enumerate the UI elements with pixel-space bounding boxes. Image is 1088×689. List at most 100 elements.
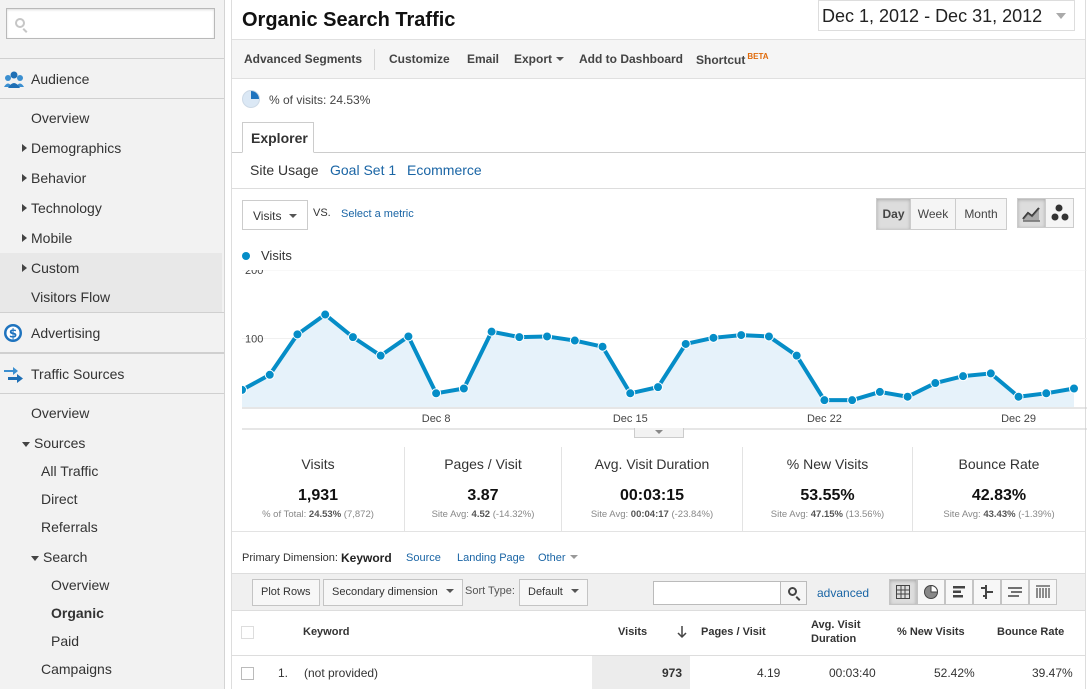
tab-explorer[interactable]: Explorer — [242, 122, 314, 153]
period-week-button[interactable]: Week — [910, 198, 956, 230]
sidebar-item-direct[interactable]: Direct — [0, 484, 222, 514]
export-button[interactable]: Export — [514, 52, 565, 66]
scorecard-new-visits[interactable]: % New Visits 53.55% Site Avg: 47.15% (13… — [743, 447, 913, 532]
view-data-table-button[interactable] — [889, 579, 917, 605]
search-icon — [788, 587, 797, 596]
x-tick-label: Dec 29 — [1001, 413, 1036, 425]
metric-selector[interactable]: Visits — [242, 200, 308, 230]
column-header-new-visits[interactable]: % New Visits — [897, 626, 965, 638]
series-legend-dot — [242, 252, 250, 260]
item-label: All Traffic — [41, 463, 99, 479]
table-header: Keyword Visits Pages / Visit Avg. Visit … — [232, 611, 1085, 656]
visits-chart[interactable]: 200 100 Dec 8 Dec 15 Dec 22 Dec 29 — [242, 270, 1087, 430]
data-point — [1013, 391, 1024, 402]
sidebar-item-sources[interactable]: Sources — [0, 428, 222, 458]
sidebar-item-all-traffic[interactable]: All Traffic — [0, 456, 222, 486]
period-day-button[interactable]: Day — [876, 198, 911, 230]
scorecard-bounce-rate[interactable]: Bounce Rate 42.83% Site Avg: 43.43% (-1.… — [913, 447, 1085, 532]
row-index: 1. — [278, 666, 289, 680]
sub-value: 4.52 — [471, 509, 491, 520]
view-term-cloud-button[interactable] — [1001, 579, 1029, 605]
select-all-checkbox[interactable] — [241, 626, 254, 639]
sidebar-item-demographics[interactable]: Demographics — [0, 133, 222, 163]
sidebar-item-referrals[interactable]: Referrals — [0, 512, 222, 542]
column-header-bounce-rate[interactable]: Bounce Rate — [997, 626, 1065, 638]
keyword-link[interactable]: (not provided) — [304, 666, 379, 680]
advanced-filter-link[interactable]: advanced — [817, 586, 870, 600]
customize-button[interactable]: Customize — [389, 52, 450, 66]
column-header-pages-visit[interactable]: Pages / Visit — [701, 626, 766, 638]
sidebar-section-audience[interactable]: Audience — [0, 58, 224, 99]
sidebar-item-technology[interactable]: Technology — [0, 193, 222, 223]
item-label: Direct — [41, 491, 78, 507]
sidebar-item-overview[interactable]: Overview — [0, 103, 222, 133]
scorecard-visits[interactable]: Visits 1,931 % of Total: 24.53% (7,872) — [232, 447, 405, 532]
line-chart-button[interactable] — [1017, 198, 1046, 228]
add-to-dashboard-button[interactable]: Add to Dashboard — [579, 52, 683, 66]
scorecard-name: % New Visits — [786, 456, 869, 472]
dimension-other[interactable]: Other — [538, 552, 578, 564]
sub-value: 24.53% — [308, 509, 342, 520]
scorecard-divider — [232, 531, 1085, 532]
chart-resize-handle[interactable] — [634, 428, 684, 438]
email-button[interactable]: Email — [467, 52, 500, 66]
view-performance-button[interactable] — [945, 579, 973, 605]
plot-rows-button[interactable]: Plot Rows — [252, 579, 320, 606]
sidebar-item-behavior[interactable]: Behavior — [0, 163, 222, 193]
item-label: Visitors Flow — [31, 289, 111, 305]
chevron-down-icon — [570, 589, 579, 593]
chevron-down-icon — [1056, 13, 1066, 19]
sidebar-item-visitors-flow[interactable]: Visitors Flow — [0, 282, 222, 312]
row-checkbox[interactable] — [241, 667, 254, 680]
table-search-button[interactable] — [780, 581, 807, 605]
column-header-keyword[interactable]: Keyword — [303, 626, 350, 638]
scorecard-value: 00:03:15 — [619, 487, 685, 504]
motion-chart-button[interactable] — [1045, 198, 1074, 228]
dollar-icon: $ — [4, 324, 22, 342]
scorecard-pages-visit[interactable]: Pages / Visit 3.87 Site Avg: 4.52 (-14.3… — [405, 447, 562, 532]
dimension-keyword[interactable]: Keyword — [341, 551, 392, 565]
area-fill — [242, 314, 1074, 407]
view-pivot-button[interactable] — [1029, 579, 1057, 605]
sidebar-item-campaigns[interactable]: Campaigns — [0, 654, 222, 684]
sidebar-item-custom[interactable]: Custom — [0, 253, 222, 283]
sub-value: 43.43% — [983, 509, 1016, 520]
period-month-button[interactable]: Month — [955, 198, 1007, 230]
sidebar-item-search[interactable]: Search — [0, 542, 222, 572]
view-pie-button[interactable] — [917, 579, 945, 605]
select-metric-link[interactable]: Select a metric — [341, 208, 414, 220]
sidebar-item-paid[interactable]: Paid — [0, 626, 222, 656]
line-chart-icon — [1022, 207, 1040, 222]
sidebar-item-mobile[interactable]: Mobile — [0, 223, 222, 253]
sidebar-item-search-overview[interactable]: Overview — [0, 570, 222, 600]
item-label: Referrals — [41, 519, 98, 535]
view-comparison-button[interactable] — [973, 579, 1001, 605]
chevron-down-icon — [445, 589, 454, 593]
column-header-avg-visit[interactable]: Avg. Visit — [811, 619, 861, 631]
dimension-landing-page[interactable]: Landing Page — [457, 552, 525, 564]
dimension-source[interactable]: Source — [406, 552, 441, 564]
metric-label: Visits — [253, 209, 282, 223]
scorecard-avg-duration[interactable]: Avg. Visit Duration 00:03:15 Site Avg: 0… — [562, 447, 743, 532]
column-header-duration[interactable]: Duration — [811, 633, 857, 645]
item-label: Search — [43, 549, 88, 565]
scorecard-sub: % of Total: 24.53% (7,872) — [232, 509, 404, 520]
sidebar-section-traffic-sources[interactable]: Traffic Sources — [0, 353, 224, 394]
advanced-segments-button[interactable]: Advanced Segments — [244, 52, 363, 66]
date-range-picker[interactable]: Dec 1, 2012 - Dec 31, 2012 — [818, 0, 1075, 31]
secondary-dimension-dropdown[interactable]: Secondary dimension — [323, 579, 463, 606]
scorecard-name: Pages / Visit — [444, 456, 522, 472]
data-point — [458, 383, 469, 394]
data-point — [1041, 388, 1052, 399]
other-label: Other — [538, 552, 566, 564]
subtab-site-usage[interactable]: Site Usage — [250, 162, 319, 178]
sidebar-item-overview[interactable]: Overview — [0, 398, 222, 428]
sidebar-item-organic[interactable]: Organic — [0, 598, 222, 628]
subtab-goal-set[interactable]: Goal Set 1 — [330, 162, 397, 178]
shortcut-button[interactable]: Shortcut BETA — [696, 52, 769, 67]
column-header-visits[interactable]: Visits — [618, 626, 648, 638]
subtab-ecommerce[interactable]: Ecommerce — [407, 162, 482, 178]
sort-type-dropdown[interactable]: Default — [519, 579, 588, 606]
sidebar-search-input[interactable] — [6, 8, 215, 39]
sidebar-section-advertising[interactable]: $ Advertising — [0, 312, 224, 353]
